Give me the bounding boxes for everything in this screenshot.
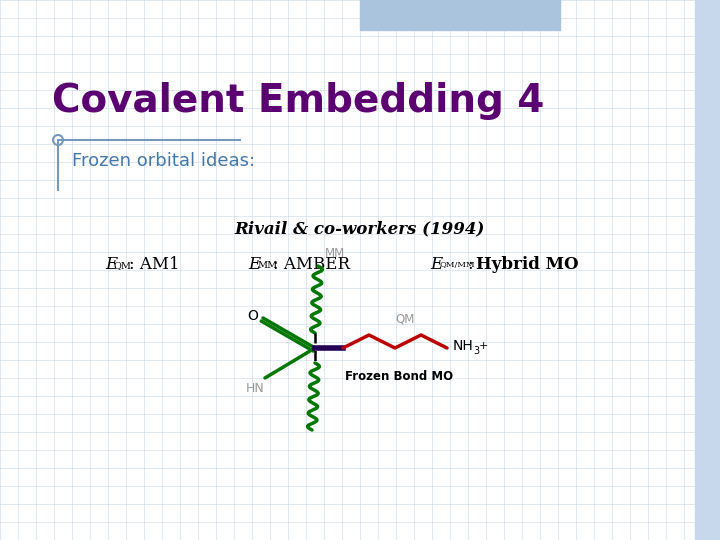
Text: HN: HN xyxy=(246,382,264,395)
Bar xyxy=(360,0,560,30)
Text: QM/MM: QM/MM xyxy=(439,261,474,269)
Text: : AMBER: : AMBER xyxy=(273,256,350,273)
Text: :: : xyxy=(468,256,479,273)
Text: QM: QM xyxy=(114,261,132,270)
Text: Frozen Bond MO: Frozen Bond MO xyxy=(345,370,453,383)
Text: MM: MM xyxy=(325,247,346,260)
Text: O: O xyxy=(248,309,258,323)
Text: Covalent Embedding 4: Covalent Embedding 4 xyxy=(52,82,544,120)
Text: Hybrid MO: Hybrid MO xyxy=(476,256,579,273)
Text: NH: NH xyxy=(453,339,474,353)
Bar xyxy=(695,0,720,540)
Text: +: + xyxy=(479,341,488,351)
Text: 3: 3 xyxy=(473,346,479,356)
Text: E: E xyxy=(105,256,117,273)
Text: : AM1: : AM1 xyxy=(129,256,179,273)
Text: E: E xyxy=(248,256,260,273)
Text: E: E xyxy=(430,256,442,273)
Text: Rivail & co-workers (1994): Rivail & co-workers (1994) xyxy=(235,220,485,237)
Text: MM: MM xyxy=(257,261,277,270)
Text: QM: QM xyxy=(395,313,415,326)
Text: Frozen orbital ideas:: Frozen orbital ideas: xyxy=(72,152,255,170)
